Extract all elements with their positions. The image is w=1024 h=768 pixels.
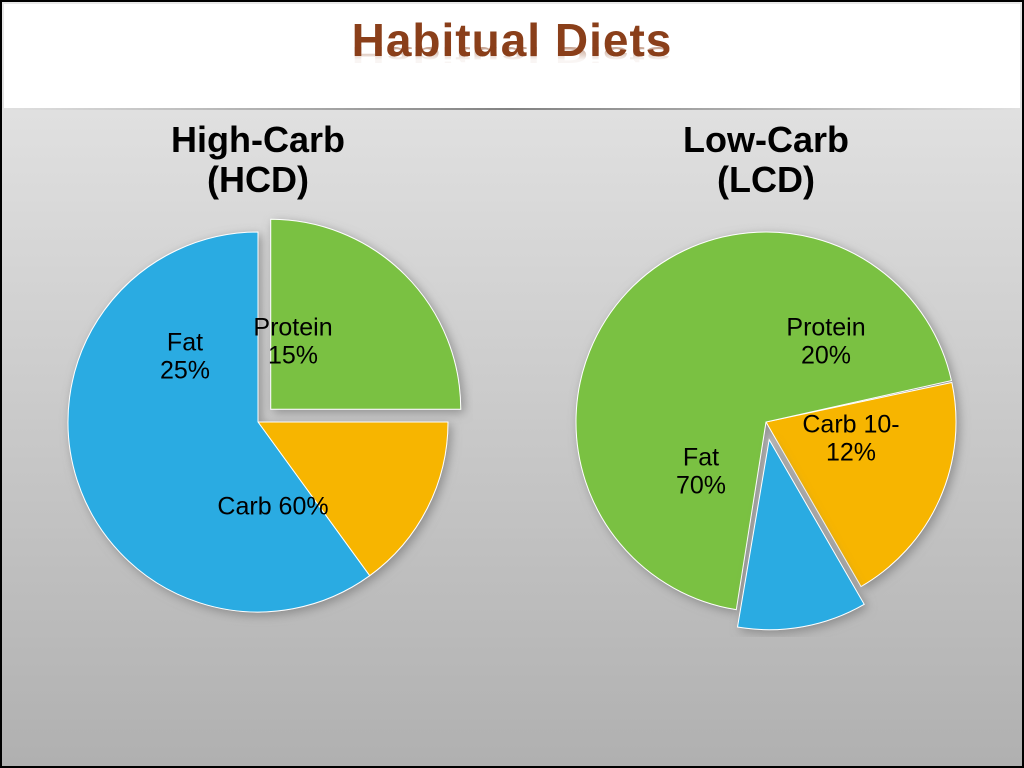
charts-row: High-Carb (HCD) Fat25%Protein15%Carb 60%… bbox=[4, 114, 1020, 764]
chart-hcd-title-line2: (HCD) bbox=[207, 159, 309, 200]
pie-svg bbox=[43, 207, 473, 637]
chart-lcd-title-line2: (LCD) bbox=[717, 159, 815, 200]
chart-hcd-title: High-Carb (HCD) bbox=[171, 120, 345, 199]
pie-lcd: Protein20%Carb 10-12%Fat70% bbox=[551, 207, 981, 637]
pie-slice-fat bbox=[271, 219, 461, 409]
page-title: Habitual Diets bbox=[352, 17, 673, 63]
chart-lcd-title: Low-Carb (LCD) bbox=[683, 120, 849, 199]
pie-hcd: Fat25%Protein15%Carb 60% bbox=[43, 207, 473, 637]
title-divider bbox=[4, 108, 1020, 110]
pie-svg bbox=[551, 207, 981, 637]
slide-container: Habitual Diets Habitual Diets High-Carb … bbox=[0, 0, 1024, 768]
chart-lcd: Low-Carb (LCD) Protein20%Carb 10-12%Fat7… bbox=[512, 114, 1020, 764]
chart-hcd: High-Carb (HCD) Fat25%Protein15%Carb 60% bbox=[4, 114, 512, 764]
chart-lcd-title-line1: Low-Carb bbox=[683, 119, 849, 160]
title-area: Habitual Diets Habitual Diets bbox=[4, 4, 1020, 108]
chart-hcd-title-line1: High-Carb bbox=[171, 119, 345, 160]
